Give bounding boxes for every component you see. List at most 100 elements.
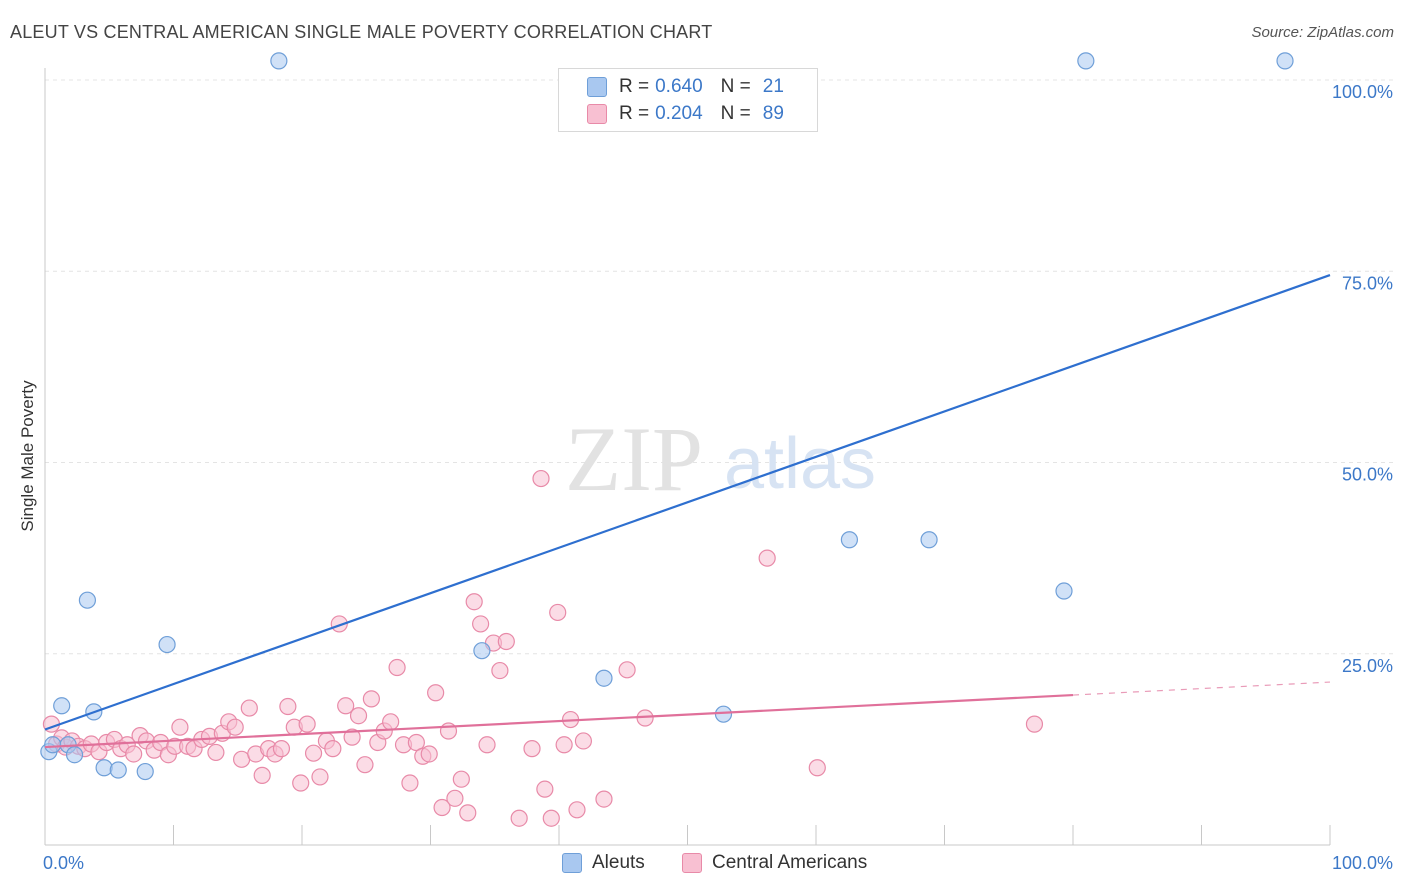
aleuts-point <box>109 761 127 779</box>
aleuts-point <box>158 635 176 654</box>
aleuts-point <box>840 531 859 549</box>
legend-row-central-americans: R = 0.204 N = 89 <box>587 102 784 126</box>
tick-labels: 25.0% 50.0% 75.0% 100.0% 0.0% 100.0% <box>43 82 1393 873</box>
aleuts-point <box>714 705 733 723</box>
central-americans-point <box>272 740 291 758</box>
central-americans-trend-extension <box>1072 681 1331 696</box>
bottom-legend-swatch-aleuts <box>562 853 582 873</box>
central-americans-point <box>311 768 329 786</box>
central-americans-point <box>465 593 483 611</box>
central-americans-point <box>459 804 477 822</box>
central-americans-point <box>549 603 567 622</box>
bottom-legend: Aleuts Central Americans <box>0 852 1406 876</box>
central-americans-point <box>446 789 464 807</box>
bottom-legend-label-central-americans: Central Americans <box>712 852 868 873</box>
central-americans-point <box>1025 715 1044 733</box>
aleuts-point <box>473 642 491 660</box>
chart-title: ALEUT VS CENTRAL AMERICAN SINGLE MALE PO… <box>10 22 713 42</box>
central-americans-point <box>433 798 451 817</box>
central-americans-point <box>298 715 316 733</box>
aleuts-point <box>1055 582 1073 600</box>
y-tick-label: 25.0% <box>1342 656 1393 676</box>
bottom-legend-central-americans: Central Americans <box>682 852 867 874</box>
central-americans-points <box>42 469 1044 827</box>
bottom-legend-swatch-central-americans <box>682 853 702 873</box>
legend-r-label: R = <box>619 103 650 124</box>
legend-swatch-central-americans <box>587 104 607 124</box>
central-americans-point <box>491 661 509 680</box>
central-americans-trend-line <box>44 693 1074 749</box>
source-label: Source: ZipAtlas.com <box>1251 24 1394 41</box>
central-americans-point <box>337 697 355 715</box>
central-americans-point <box>226 718 244 736</box>
aleuts-point <box>95 759 113 777</box>
aleuts-points <box>40 52 1294 781</box>
central-americans-point <box>542 809 560 827</box>
central-americans-point <box>574 732 593 750</box>
central-americans-point <box>253 766 271 784</box>
central-americans-point <box>401 774 419 792</box>
central-americans-point <box>452 770 470 788</box>
central-americans-point <box>478 736 496 754</box>
bottom-legend-aleuts: Aleuts <box>562 852 645 874</box>
aleuts-point <box>78 591 97 609</box>
axes <box>44 68 1331 846</box>
y-axis-label: Single Male Poverty <box>18 380 37 532</box>
central-americans-point <box>292 774 310 792</box>
watermark-atlas: atlas <box>724 424 876 504</box>
legend-n-label: N = <box>720 76 751 97</box>
aleuts-point <box>53 697 71 715</box>
x-tick-label-max: 100.0% <box>1332 853 1393 873</box>
central-americans-point <box>349 707 368 725</box>
central-americans-point <box>420 745 438 763</box>
trend-lines <box>44 274 1331 749</box>
central-americans-point <box>343 728 361 746</box>
aleuts-point <box>920 531 938 549</box>
central-americans-point <box>568 801 586 819</box>
central-americans-point <box>207 743 225 762</box>
aleuts-point <box>136 762 154 781</box>
central-americans-point <box>388 658 406 677</box>
y-tick-label: 50.0% <box>1342 465 1393 485</box>
central-americans-point <box>324 740 342 758</box>
legend-r-label: R = <box>619 76 650 97</box>
x-tick-label-min: 0.0% <box>43 853 84 873</box>
legend-swatch-aleuts <box>587 77 607 97</box>
central-americans-point <box>407 733 425 752</box>
central-americans-point <box>356 756 374 774</box>
central-americans-point <box>555 736 573 754</box>
central-americans-point <box>427 684 445 702</box>
central-americans-point <box>510 809 528 827</box>
legend-row-aleuts: R = 0.640 N = 21 <box>587 75 784 99</box>
central-americans-point <box>618 661 636 679</box>
watermark-zip: ZIP <box>565 408 703 510</box>
watermark: ZIP atlas <box>565 408 876 510</box>
aleuts-point <box>44 736 62 754</box>
y-tick-label: 100.0% <box>1332 82 1393 102</box>
central-americans-point <box>595 790 613 808</box>
aleuts-trend-line <box>44 274 1331 731</box>
central-americans-point <box>240 699 258 717</box>
aleuts-point <box>270 52 288 70</box>
legend-n-value-aleuts: 21 <box>762 76 784 97</box>
central-americans-point <box>758 549 776 567</box>
legend-r-value-central-americans: 0.204 <box>655 103 703 124</box>
central-americans-point <box>382 713 400 731</box>
central-americans-point <box>125 745 143 763</box>
grid-lines <box>45 79 1393 655</box>
central-americans-point <box>497 632 515 651</box>
aleuts-point <box>595 669 613 687</box>
central-americans-point <box>171 718 189 736</box>
central-americans-point <box>536 780 554 798</box>
legend-n-value-central-americans: 89 <box>762 103 784 124</box>
aleuts-point <box>1077 52 1095 70</box>
central-americans-point <box>472 615 490 633</box>
aleuts-point <box>65 746 84 764</box>
bottom-legend-label-aleuts: Aleuts <box>592 852 645 873</box>
aleuts-point <box>1276 52 1294 70</box>
central-americans-point <box>532 469 550 488</box>
legend-r-value-aleuts: 0.640 <box>655 76 703 97</box>
central-americans-point <box>279 697 297 716</box>
central-americans-point <box>304 744 323 762</box>
central-americans-point <box>523 740 541 758</box>
